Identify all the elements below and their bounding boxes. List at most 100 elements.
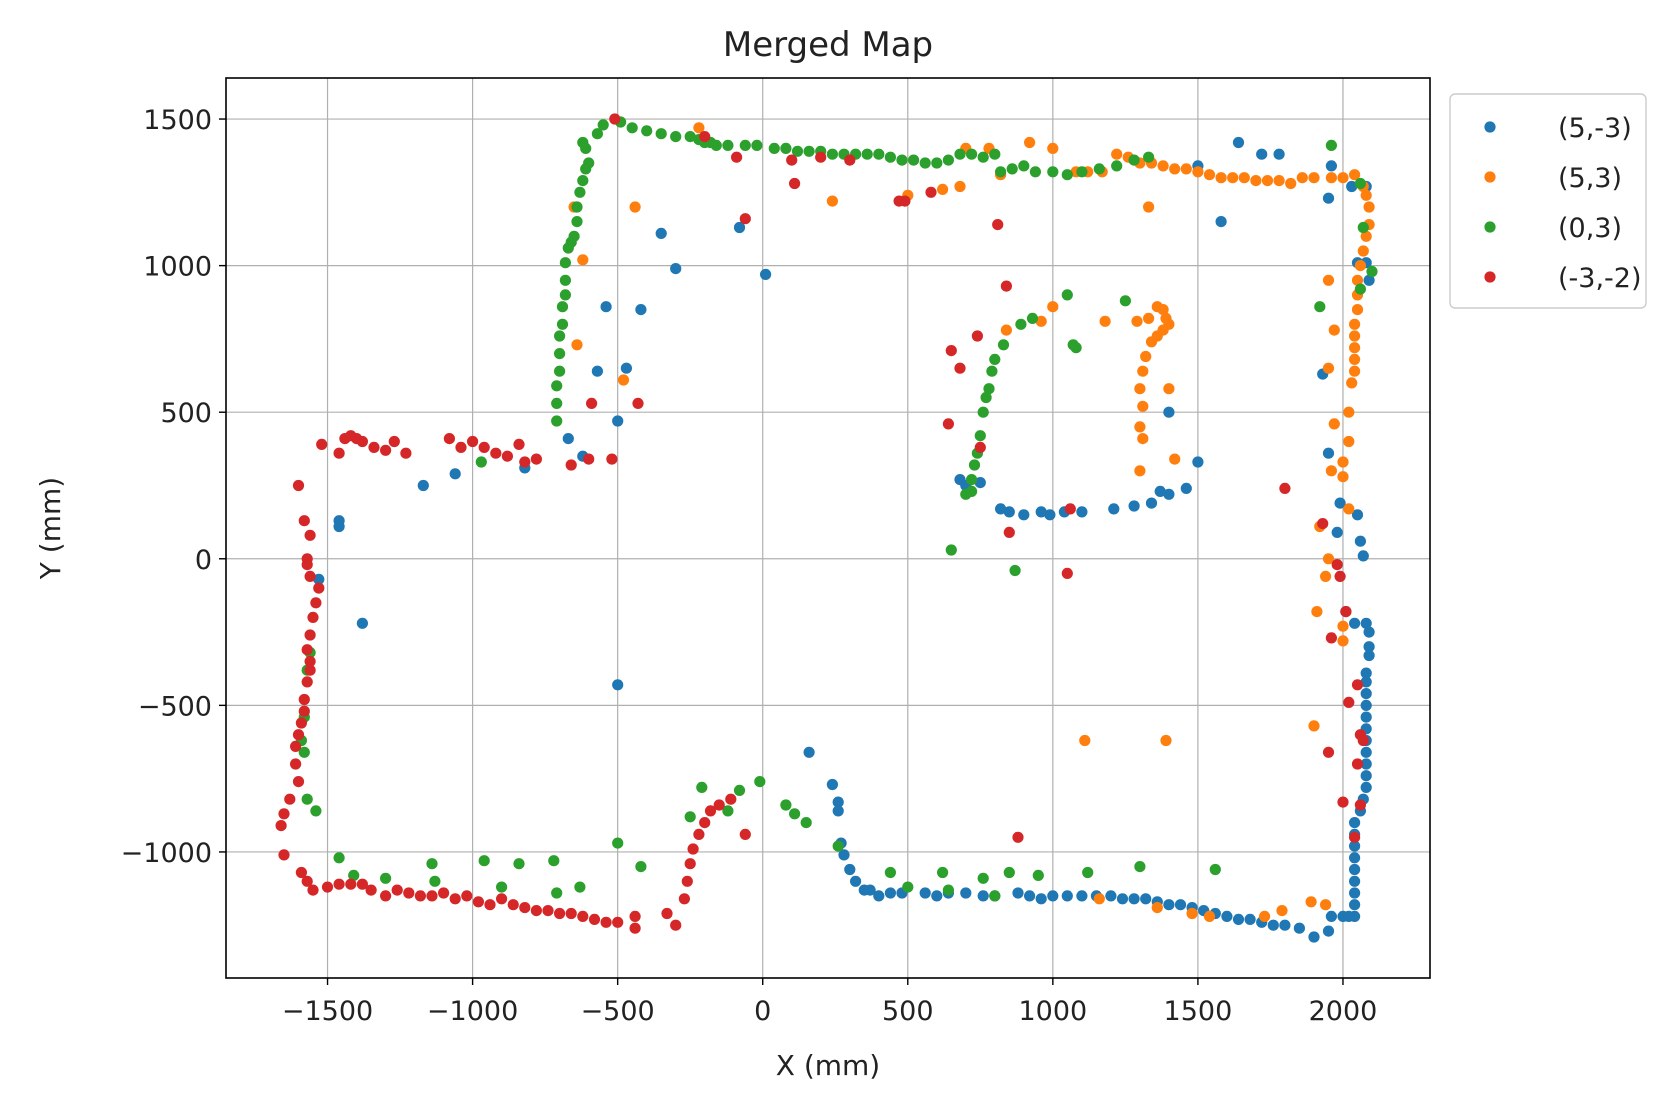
data-point [1029, 166, 1041, 178]
data-point [298, 515, 310, 527]
data-point [1322, 746, 1335, 758]
data-point [832, 840, 844, 852]
data-point [519, 456, 531, 468]
data-point [1349, 863, 1361, 876]
data-point [791, 145, 804, 157]
grid-lines [226, 78, 1430, 978]
data-point [989, 353, 1001, 365]
data-point [298, 693, 310, 706]
data-point [786, 154, 798, 166]
data-point [519, 902, 531, 914]
data-point [307, 611, 319, 624]
data-point [1134, 383, 1146, 395]
data-point [1105, 890, 1117, 902]
data-point [661, 907, 673, 920]
data-point [1093, 893, 1105, 905]
data-point [989, 148, 1001, 160]
data-point [1325, 910, 1337, 923]
data-point [629, 201, 641, 213]
data-point [919, 887, 931, 899]
data-point [681, 875, 693, 887]
data-point [1203, 910, 1216, 923]
data-point [954, 362, 966, 374]
data-point [739, 828, 751, 841]
data-point [496, 893, 508, 905]
legend-label: (-3,-2) [1558, 263, 1642, 294]
data-point [1061, 890, 1073, 902]
data-point [356, 617, 368, 629]
data-point [606, 453, 618, 465]
data-point [1354, 799, 1366, 811]
data-point [733, 221, 746, 234]
x-axis-label: X (mm) [776, 1049, 880, 1082]
data-point [1244, 913, 1256, 926]
data-point [789, 177, 801, 190]
data-point [997, 339, 1010, 351]
data-point [803, 746, 815, 758]
x-tick-label: −1000 [427, 996, 518, 1027]
data-point [1134, 465, 1146, 477]
data-point [1363, 274, 1375, 286]
data-point [986, 365, 998, 377]
data-point [586, 397, 598, 409]
data-point [380, 872, 392, 884]
data-point [612, 916, 624, 928]
data-point [1024, 136, 1036, 149]
data-point [1143, 151, 1155, 163]
data-point [490, 447, 502, 459]
data-point [670, 131, 682, 143]
data-point [565, 907, 577, 920]
data-point [1334, 497, 1346, 509]
data-point [954, 180, 966, 193]
data-point [1340, 606, 1352, 618]
data-point [1349, 817, 1361, 829]
data-point [426, 890, 438, 902]
data-point [1285, 177, 1297, 190]
data-point [292, 479, 305, 492]
data-point [356, 878, 368, 890]
data-point [1349, 831, 1361, 843]
data-point [301, 875, 313, 887]
data-point [754, 776, 766, 788]
data-point [1076, 166, 1088, 178]
data-point [530, 905, 543, 917]
data-point [1012, 831, 1024, 843]
data-point [1360, 667, 1372, 679]
data-point [577, 254, 589, 266]
data-point [670, 263, 682, 275]
data-point [301, 559, 313, 571]
data-point [403, 887, 415, 899]
data-point [1360, 711, 1372, 723]
legend-label: (0,3) [1558, 213, 1622, 244]
data-point [896, 154, 908, 166]
data-point [1325, 632, 1337, 644]
data-point [1076, 506, 1088, 518]
data-point [966, 485, 978, 497]
data-point [554, 330, 566, 342]
data-point [1279, 919, 1291, 931]
data-point [1357, 221, 1369, 234]
data-point [1349, 318, 1361, 330]
data-point [1064, 503, 1076, 515]
y-tick-label: 1000 [143, 252, 212, 283]
data-point [1273, 175, 1285, 187]
data-point [971, 330, 984, 342]
data-point [1018, 160, 1030, 172]
data-point [1346, 180, 1358, 193]
data-point [1337, 796, 1349, 808]
data-point [1360, 688, 1372, 700]
data-point [443, 433, 455, 445]
data-point [1331, 559, 1343, 571]
data-point [1238, 172, 1250, 184]
data-point [1024, 890, 1036, 902]
data-point [861, 148, 873, 160]
data-point [333, 852, 345, 864]
data-point [1337, 172, 1349, 184]
data-point [884, 887, 897, 899]
data-point [1116, 893, 1129, 905]
data-point [1308, 720, 1320, 732]
data-point [484, 899, 496, 911]
data-point [559, 274, 572, 286]
data-point [333, 878, 345, 890]
data-point [429, 875, 441, 887]
